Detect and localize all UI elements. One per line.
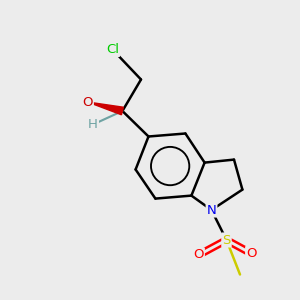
- Text: H: H: [88, 118, 98, 131]
- Text: O: O: [194, 248, 204, 262]
- Text: O: O: [246, 247, 257, 260]
- Text: Cl: Cl: [106, 43, 119, 56]
- Polygon shape: [88, 102, 123, 115]
- Text: O: O: [82, 95, 93, 109]
- Text: N: N: [207, 203, 216, 217]
- Text: S: S: [222, 233, 231, 247]
